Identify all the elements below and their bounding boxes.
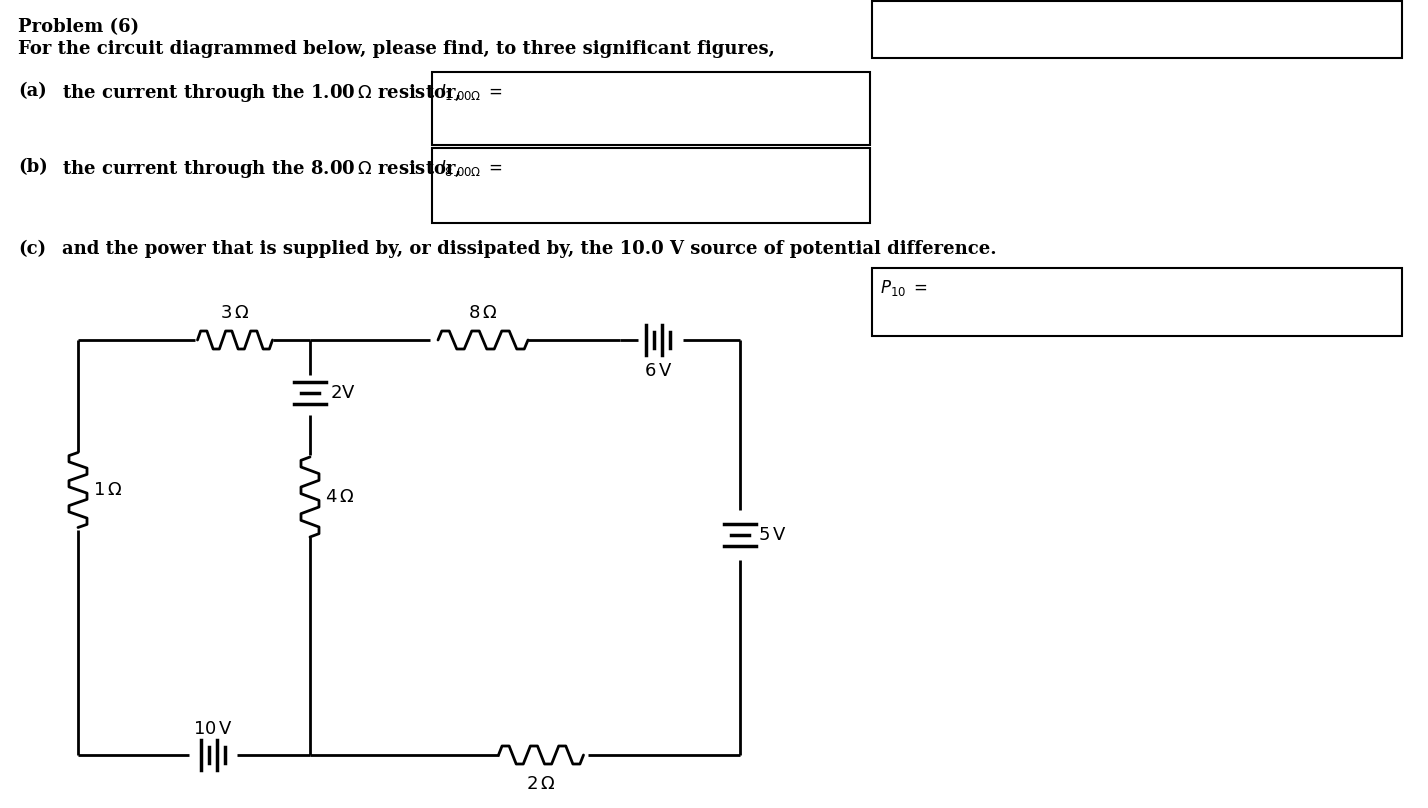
Text: $4\,\Omega$: $4\,\Omega$ xyxy=(326,488,354,506)
Text: $I_{8.00\Omega}\ =$: $I_{8.00\Omega}\ =$ xyxy=(440,158,503,178)
Text: (b): (b) xyxy=(19,158,47,176)
Text: $P_{10}\ =$: $P_{10}\ =$ xyxy=(880,278,928,298)
Bar xyxy=(433,148,870,223)
Bar xyxy=(873,1,1402,58)
Text: and the power that is supplied by, or dissipated by, the 10.0 V source of potent: and the power that is supplied by, or di… xyxy=(61,240,997,258)
Text: $6\,\mathrm{V}$: $6\,\mathrm{V}$ xyxy=(644,362,673,380)
Text: (c): (c) xyxy=(19,240,46,258)
Bar xyxy=(433,72,870,145)
Text: $10\,\mathrm{V}$: $10\,\mathrm{V}$ xyxy=(193,720,233,738)
Text: $2\mathrm{V}$: $2\mathrm{V}$ xyxy=(330,384,356,402)
Text: $3\,\Omega$: $3\,\Omega$ xyxy=(220,304,250,322)
Text: $2\,\Omega$: $2\,\Omega$ xyxy=(527,775,555,793)
Text: For the circuit diagrammed below, please find, to three significant figures,: For the circuit diagrammed below, please… xyxy=(19,40,775,58)
Bar xyxy=(873,268,1402,336)
Text: the current through the 1.00$\,\Omega$ resistor,: the current through the 1.00$\,\Omega$ r… xyxy=(61,82,461,104)
Text: Problem (6): Problem (6) xyxy=(19,18,139,36)
Text: $I_{1.00\Omega}\ =$: $I_{1.00\Omega}\ =$ xyxy=(440,82,503,102)
Text: the current through the 8.00$\,\Omega$ resistor,: the current through the 8.00$\,\Omega$ r… xyxy=(61,158,461,180)
Text: $1\,\Omega$: $1\,\Omega$ xyxy=(93,481,123,499)
Text: $8\,\Omega$: $8\,\Omega$ xyxy=(468,304,498,322)
Text: (a): (a) xyxy=(19,82,47,100)
Text: $5\,\mathrm{V}$: $5\,\mathrm{V}$ xyxy=(758,526,787,544)
